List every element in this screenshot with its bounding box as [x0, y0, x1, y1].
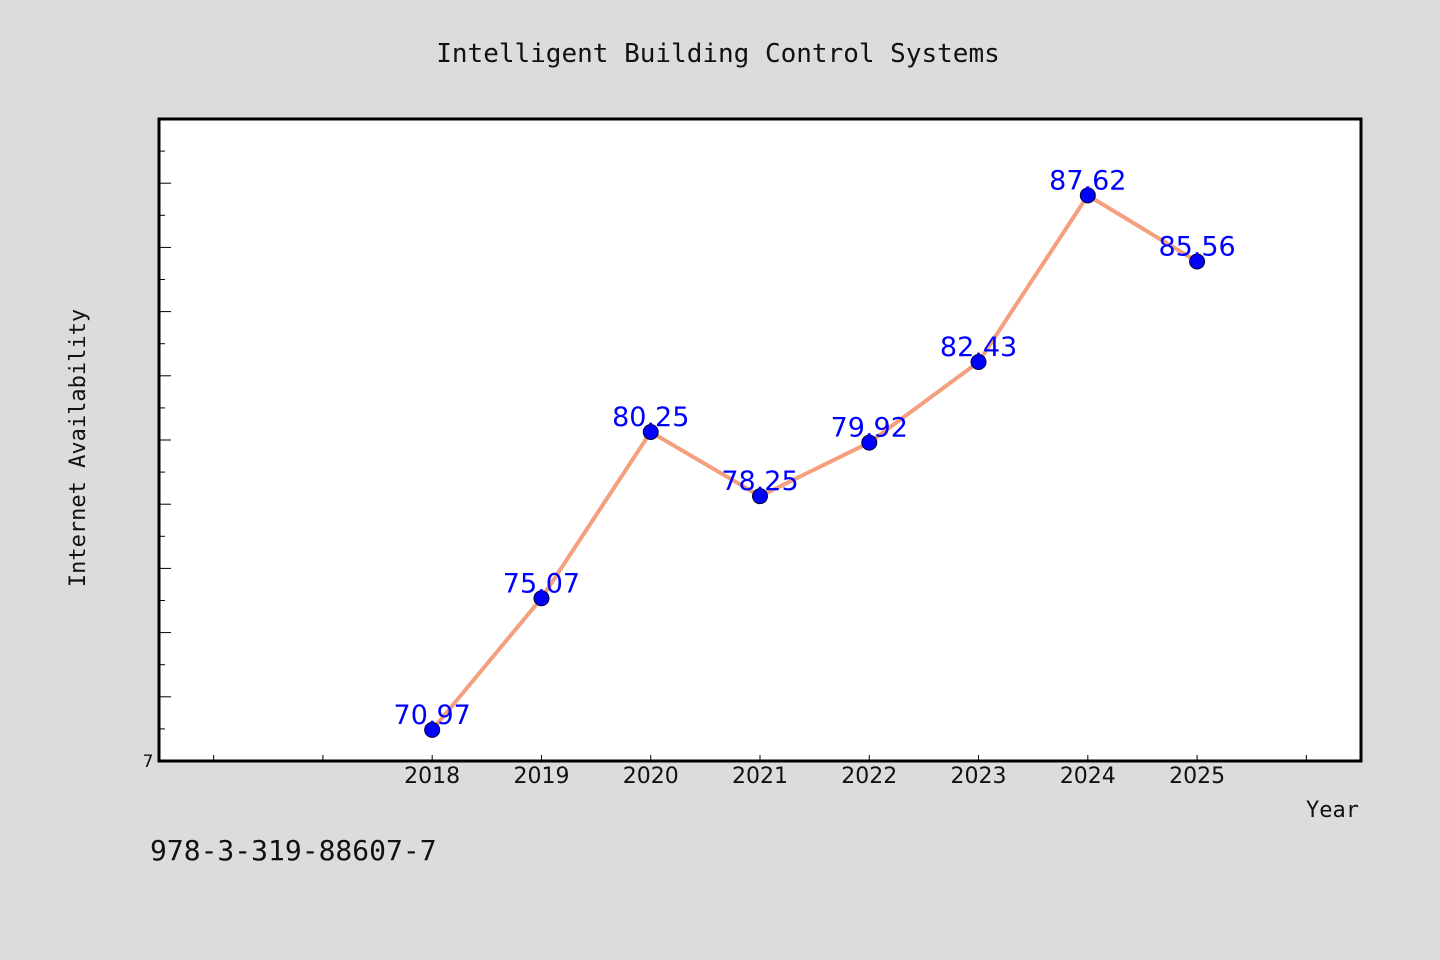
x-axis-tick-labels: 2018 2019 2020 2021 2022 2023 2024 2025 [404, 764, 1225, 789]
data-labels: 70.97 75.07 80.25 78.25 79.92 82.43 87.62 85.56 [394, 165, 1236, 730]
x-tick-label: 2022 [841, 764, 897, 789]
series-line-group [430, 193, 1199, 732]
data-point [1189, 253, 1206, 270]
x-axis-label: Year [1306, 798, 1359, 823]
y-axis-ticks [159, 150, 171, 730]
x-axis-ticks [213, 755, 1307, 761]
x-tick-label: 2024 [1060, 764, 1116, 789]
y-axis-tick-label: 7 [143, 752, 154, 772]
data-point [424, 721, 441, 738]
x-tick-label: 2020 [623, 764, 679, 789]
data-label: 85.56 [1158, 232, 1235, 263]
data-points [424, 187, 1206, 738]
chart-title: Intelligent Building Control Systems [436, 39, 1000, 69]
y-axis-label: Internet Availability [66, 309, 91, 587]
data-point [861, 434, 878, 451]
x-tick-label: 2021 [732, 764, 788, 789]
plot-area [157, 117, 1363, 763]
x-tick-label: 2025 [1169, 764, 1225, 789]
data-point [970, 353, 987, 370]
data-point [642, 423, 659, 440]
x-tick-label: 2019 [513, 764, 569, 789]
isbn-text: 978-3-319-88607-7 [150, 834, 437, 867]
data-point [752, 488, 768, 505]
series-line [430, 193, 1199, 732]
data-label: 87.62 [1049, 165, 1126, 196]
data-label: 75.07 [503, 568, 580, 599]
data-label: 78.25 [721, 466, 798, 497]
x-tick-label: 2023 [951, 764, 1007, 789]
data-label: 70.97 [394, 700, 471, 731]
data-point [533, 590, 550, 607]
data-label: 79.92 [831, 413, 908, 444]
x-tick-label: 2018 [404, 764, 460, 789]
data-label: 80.25 [612, 402, 689, 433]
data-label: 82.43 [940, 332, 1017, 363]
data-point [1079, 187, 1096, 204]
